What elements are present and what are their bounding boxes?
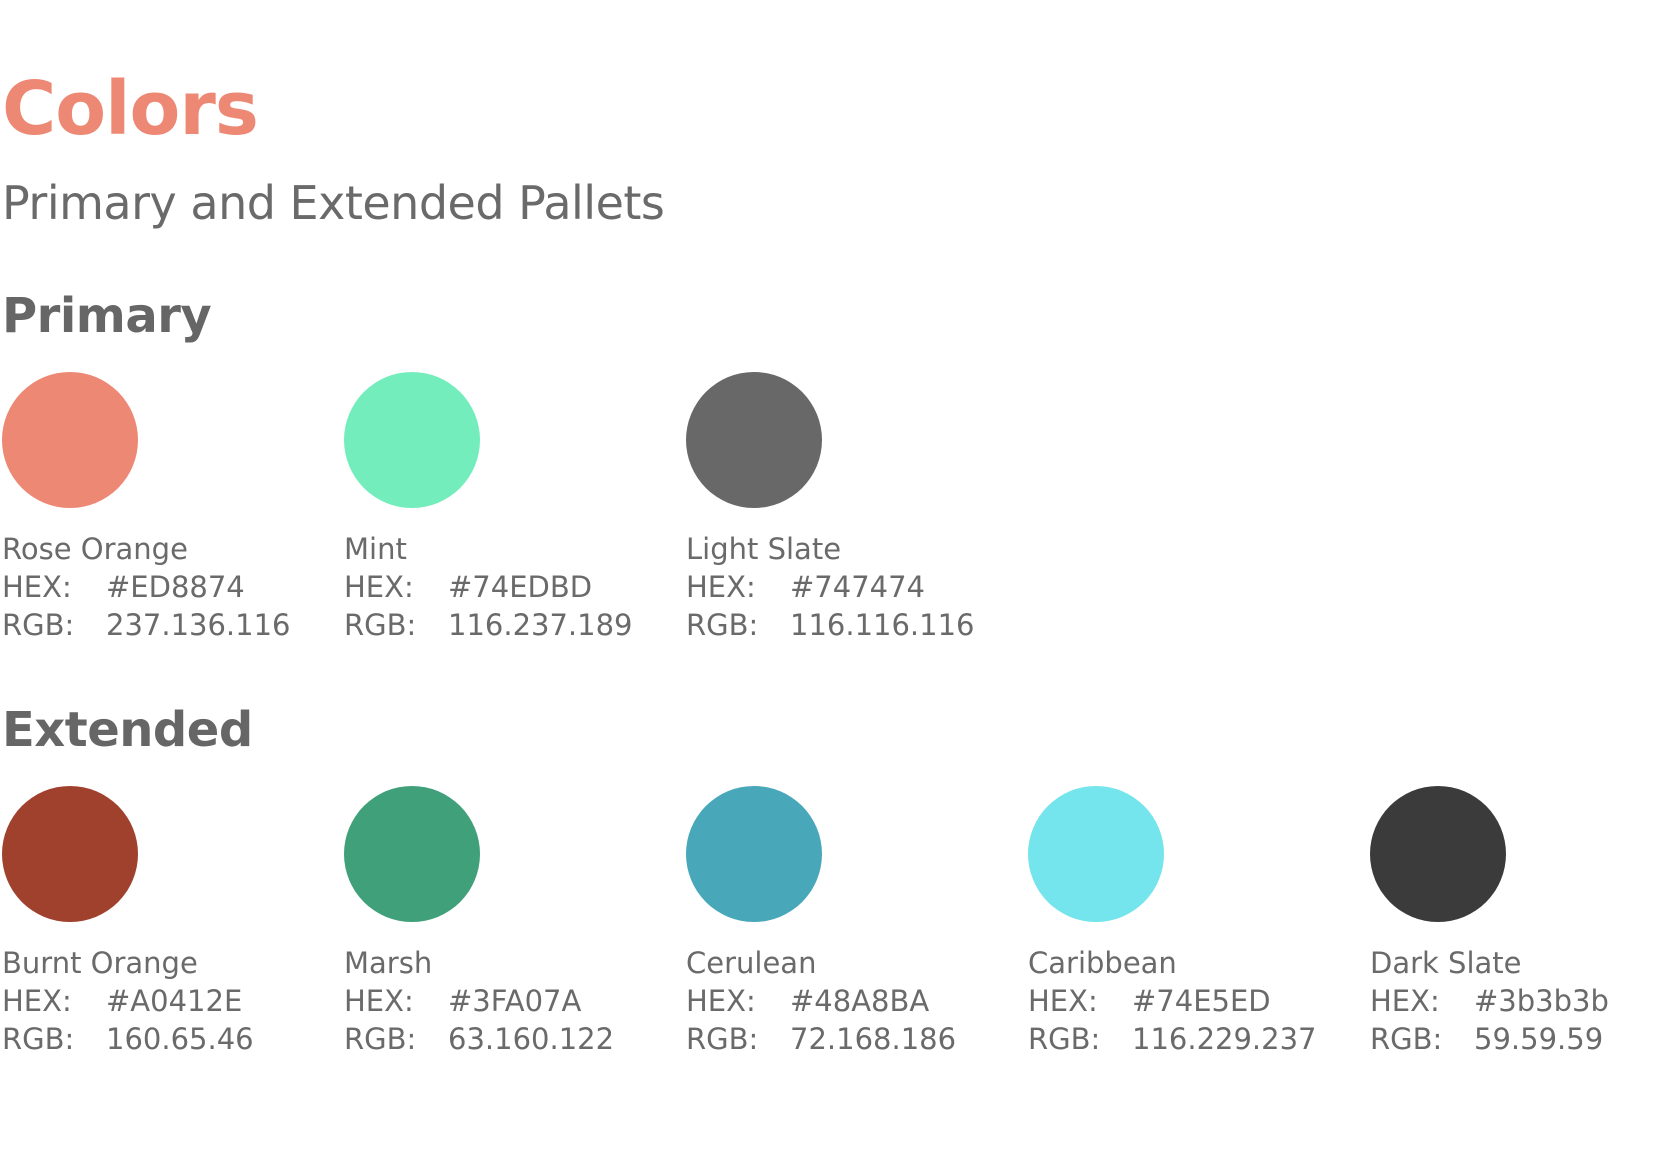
primary-swatch-row: Rose Orange HEX: #ED8874 RGB: 237.136.116 … [2, 372, 1672, 652]
section-heading-primary: Primary [2, 288, 212, 344]
rgb-value: 116.116.116 [790, 608, 975, 642]
hex-value: #ED8874 [106, 570, 245, 604]
swatch-marsh: Marsh HEX: #3FA07A RGB: 63.160.122 [344, 786, 664, 1066]
swatch-details: Rose Orange HEX: #ED8874 RGB: 237.136.116 [2, 530, 291, 644]
hex-label: HEX: [2, 984, 72, 1018]
hex-value: #3FA07A [448, 984, 582, 1018]
swatch-details: Dark Slate HEX: #3b3b3b RGB: 59.59.59 [1370, 944, 1609, 1058]
hex-label: HEX: [686, 984, 756, 1018]
extended-swatch-row: Burnt Orange HEX: #A0412E RGB: 160.65.46 M… [2, 786, 1672, 1066]
swatch-details: Caribbean HEX: #74E5ED RGB: 116.229.237 [1028, 944, 1317, 1058]
swatch-details: Burnt Orange HEX: #A0412E RGB: 160.65.46 [2, 944, 254, 1058]
hex-value: #A0412E [106, 984, 243, 1018]
rgb-label: RGB: [1370, 1022, 1443, 1056]
color-name: Mint [344, 532, 407, 566]
rgb-label: RGB: [344, 608, 417, 642]
color-circle [2, 372, 138, 508]
hex-value: #48A8BA [790, 984, 930, 1018]
hex-label: HEX: [344, 984, 414, 1018]
swatch-burnt-orange: Burnt Orange HEX: #A0412E RGB: 160.65.46 [2, 786, 322, 1066]
rgb-label: RGB: [344, 1022, 417, 1056]
swatch-caribbean: Caribbean HEX: #74E5ED RGB: 116.229.237 [1028, 786, 1348, 1066]
hex-value: #74EDBD [448, 570, 593, 604]
color-name: Cerulean [686, 946, 817, 980]
swatch-details: Mint HEX: #74EDBD RGB: 116.237.189 [344, 530, 633, 644]
color-name: Caribbean [1028, 946, 1177, 980]
hex-label: HEX: [344, 570, 414, 604]
swatch-details: Cerulean HEX: #48A8BA RGB: 72.168.186 [686, 944, 956, 1058]
swatch-mint: Mint HEX: #74EDBD RGB: 116.237.189 [344, 372, 664, 652]
rgb-value: 72.168.186 [790, 1022, 957, 1056]
rgb-value: 63.160.122 [448, 1022, 615, 1056]
hex-label: HEX: [2, 570, 72, 604]
section-heading-extended: Extended [2, 702, 253, 758]
rgb-value: 116.229.237 [1132, 1022, 1317, 1056]
swatch-details: Marsh HEX: #3FA07A RGB: 63.160.122 [344, 944, 614, 1058]
rgb-label: RGB: [686, 608, 759, 642]
hex-label: HEX: [686, 570, 756, 604]
hex-label: HEX: [1370, 984, 1440, 1018]
color-circle [686, 786, 822, 922]
swatch-rose-orange: Rose Orange HEX: #ED8874 RGB: 237.136.116 [2, 372, 322, 652]
hex-value: #3b3b3b [1474, 984, 1609, 1018]
color-circle [1028, 786, 1164, 922]
color-name: Rose Orange [2, 532, 188, 566]
rgb-value: 59.59.59 [1474, 1022, 1604, 1056]
color-circle [344, 372, 480, 508]
hex-value: #74E5ED [1132, 984, 1271, 1018]
hex-value: #747474 [790, 570, 926, 604]
color-circle [1370, 786, 1506, 922]
color-name: Burnt Orange [2, 946, 198, 980]
rgb-label: RGB: [1028, 1022, 1101, 1056]
rgb-value: 160.65.46 [106, 1022, 254, 1056]
swatch-details: Light Slate HEX: #747474 RGB: 116.116.116 [686, 530, 975, 644]
rgb-value: 237.136.116 [106, 608, 291, 642]
color-name: Light Slate [686, 532, 842, 566]
swatch-cerulean: Cerulean HEX: #48A8BA RGB: 72.168.186 [686, 786, 1006, 1066]
color-name: Dark Slate [1370, 946, 1522, 980]
color-circle [2, 786, 138, 922]
page-title: Colors [2, 66, 259, 152]
rgb-label: RGB: [2, 1022, 75, 1056]
page-subtitle: Primary and Extended Pallets [2, 176, 665, 230]
color-circle [686, 372, 822, 508]
color-circle [344, 786, 480, 922]
swatch-dark-slate: Dark Slate HEX: #3b3b3b RGB: 59.59.59 [1370, 786, 1676, 1066]
rgb-label: RGB: [686, 1022, 759, 1056]
rgb-label: RGB: [2, 608, 75, 642]
rgb-value: 116.237.189 [448, 608, 633, 642]
swatch-light-slate: Light Slate HEX: #747474 RGB: 116.116.116 [686, 372, 1006, 652]
hex-label: HEX: [1028, 984, 1098, 1018]
color-name: Marsh [344, 946, 433, 980]
